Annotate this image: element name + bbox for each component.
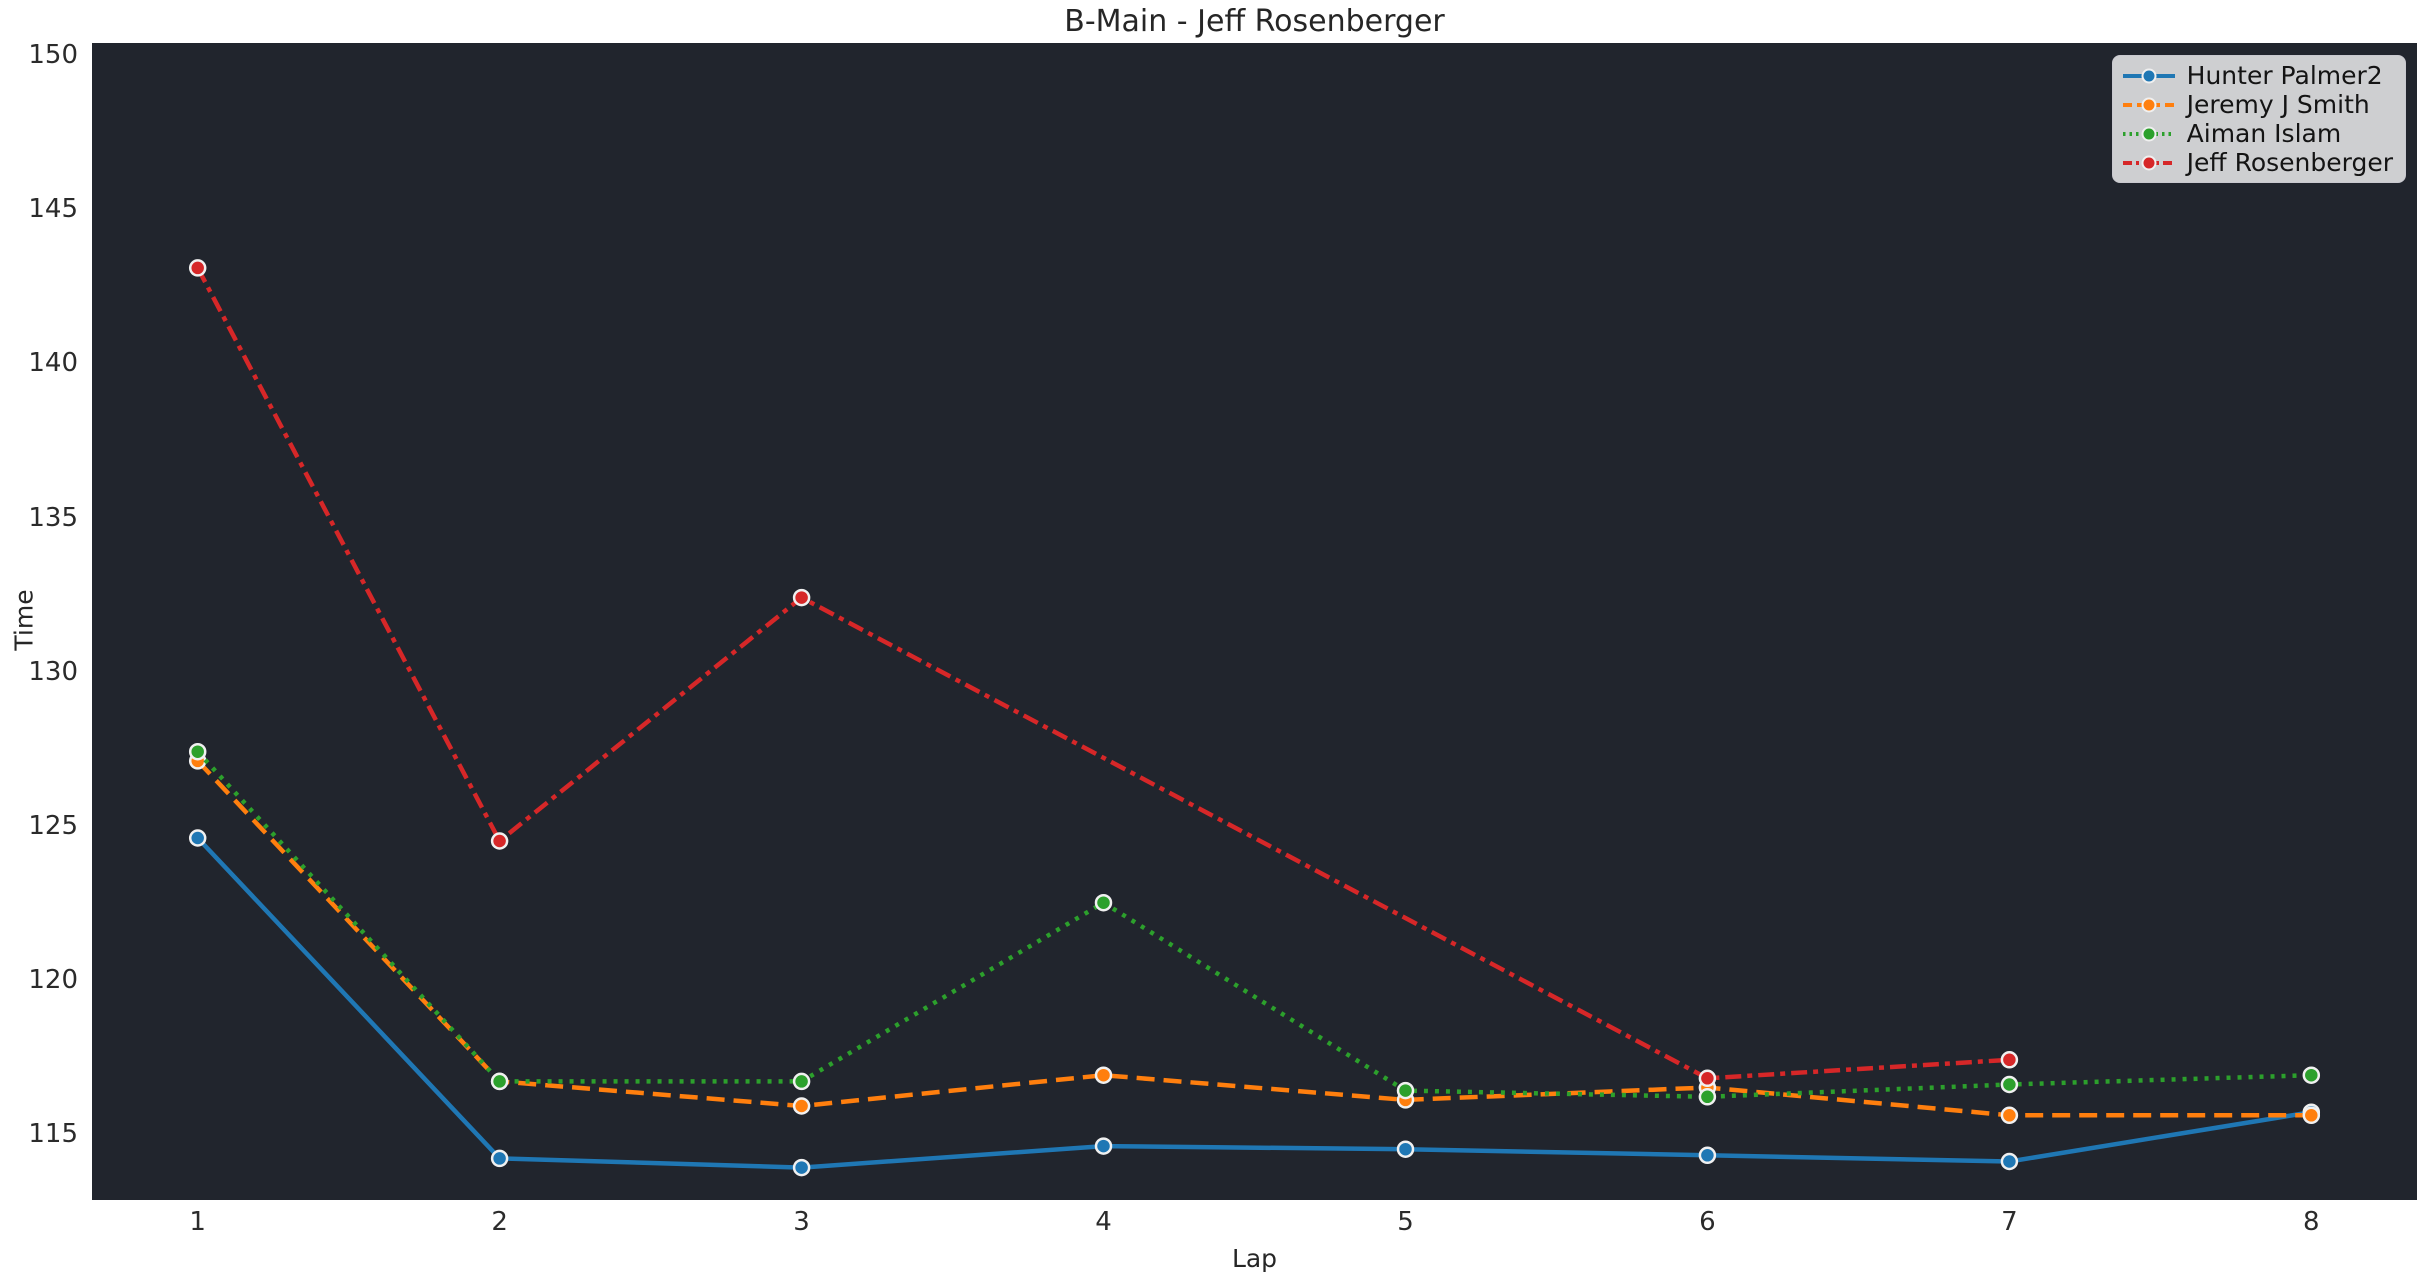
data-point bbox=[2000, 1075, 2019, 1094]
data-point bbox=[1094, 893, 1113, 912]
x-tick-label: 1 bbox=[189, 1207, 206, 1237]
data-point bbox=[188, 829, 207, 847]
legend-item: Hunter Palmer2 bbox=[2121, 61, 2393, 90]
y-tick-label: 145 bbox=[28, 194, 78, 225]
data-point bbox=[490, 832, 509, 850]
y-tick-label: 125 bbox=[28, 810, 78, 841]
data-point bbox=[2302, 1106, 2321, 1125]
data-point bbox=[792, 588, 811, 607]
chart-svg bbox=[188, 259, 2321, 1177]
legend-swatch-jeff-rosenberger bbox=[2122, 155, 2175, 170]
x-tick-label: 7 bbox=[2001, 1207, 2018, 1237]
x-tick-label: 2 bbox=[491, 1207, 508, 1237]
data-point bbox=[1396, 1140, 1415, 1158]
y-tick-label: 120 bbox=[28, 964, 78, 995]
data-point bbox=[792, 1158, 811, 1177]
data-point bbox=[188, 742, 207, 761]
chart-title: B-Main - Jeff Rosenberger bbox=[1064, 4, 1445, 39]
data-point bbox=[490, 1149, 509, 1168]
data-point bbox=[2000, 1051, 2019, 1069]
data-point bbox=[2000, 1106, 2019, 1125]
data-point bbox=[2000, 1152, 2019, 1171]
data-point bbox=[2302, 1066, 2321, 1084]
y-axis-label: Time bbox=[9, 589, 39, 651]
plot-area: Hunter Palmer2 Jeremy J Smith Aiman Islam J… bbox=[92, 43, 2417, 1200]
data-point bbox=[1698, 1069, 1717, 1088]
y-tick-label: 150 bbox=[28, 40, 78, 71]
data-point bbox=[1094, 1066, 1113, 1084]
series-line-jeremy-j-smith bbox=[196, 759, 2312, 1118]
x-tick-label: 5 bbox=[1397, 1207, 1414, 1237]
legend-item: Jeremy J Smith bbox=[2121, 90, 2393, 119]
x-tick-label: 3 bbox=[793, 1207, 810, 1237]
data-point bbox=[1396, 1081, 1415, 1100]
data-point bbox=[792, 1072, 811, 1091]
x-tick-label: 6 bbox=[1699, 1207, 1716, 1237]
legend: Hunter Palmer2 Jeremy J Smith Aiman Islam J… bbox=[2111, 55, 2406, 183]
data-point bbox=[188, 259, 207, 277]
legend-label: Hunter Palmer2 bbox=[2186, 61, 2383, 90]
legend-label: Jeff Rosenberger bbox=[2186, 148, 2393, 177]
y-tick-label: 135 bbox=[28, 502, 78, 533]
legend-swatch-aiman-islam bbox=[2122, 126, 2175, 141]
legend-item: Aiman Islam bbox=[2121, 119, 2393, 148]
data-point bbox=[1698, 1146, 1717, 1165]
y-tick-label: 140 bbox=[28, 348, 78, 379]
y-tick-label: 115 bbox=[28, 1118, 78, 1149]
series-line-jeff-rosenberger bbox=[195, 266, 2010, 1081]
data-point bbox=[490, 1072, 509, 1091]
series-line-aiman-islam bbox=[196, 750, 2312, 1100]
x-tick-label: 8 bbox=[2303, 1207, 2320, 1237]
y-tick-label: 130 bbox=[28, 656, 78, 687]
legend-swatch-jeremy-j-smith bbox=[2122, 97, 2175, 112]
data-point bbox=[792, 1097, 811, 1115]
x-tick-label: 4 bbox=[1095, 1207, 1112, 1237]
legend-label: Jeremy J Smith bbox=[2186, 90, 2370, 119]
data-point bbox=[1698, 1088, 1717, 1106]
legend-label: Aiman Islam bbox=[2186, 119, 2342, 148]
x-axis-label: Lap bbox=[1231, 1244, 1278, 1273]
legend-item: Jeff Rosenberger bbox=[2121, 148, 2393, 177]
series-line-hunter-palmer2 bbox=[196, 836, 2312, 1170]
data-point bbox=[1094, 1137, 1113, 1155]
legend-swatch-hunter-palmer2 bbox=[2122, 68, 2175, 83]
